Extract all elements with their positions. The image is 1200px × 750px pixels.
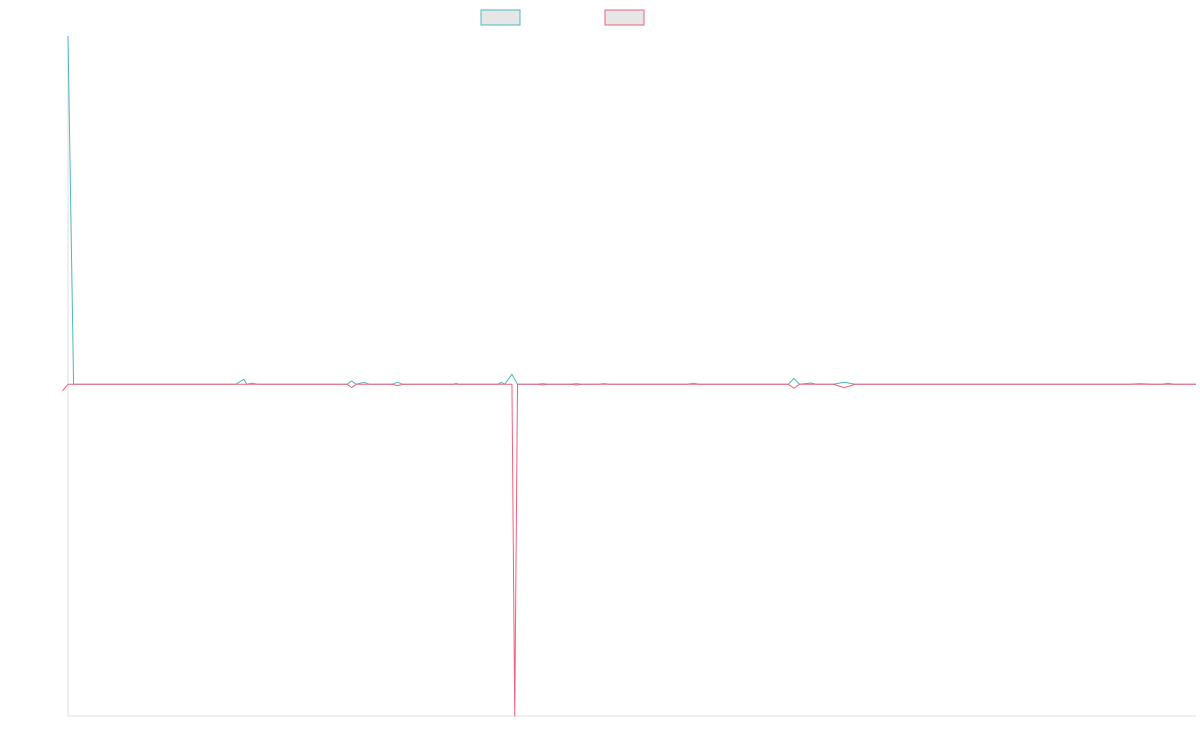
series-layer — [62, 35, 1196, 717]
series-line-2 — [62, 383, 1196, 717]
axes — [67, 36, 1196, 717]
series-line-1 — [67, 35, 1196, 385]
legend-swatch-2[interactable] — [604, 9, 645, 26]
legend-swatch-1[interactable] — [480, 9, 521, 26]
legend — [480, 9, 645, 26]
